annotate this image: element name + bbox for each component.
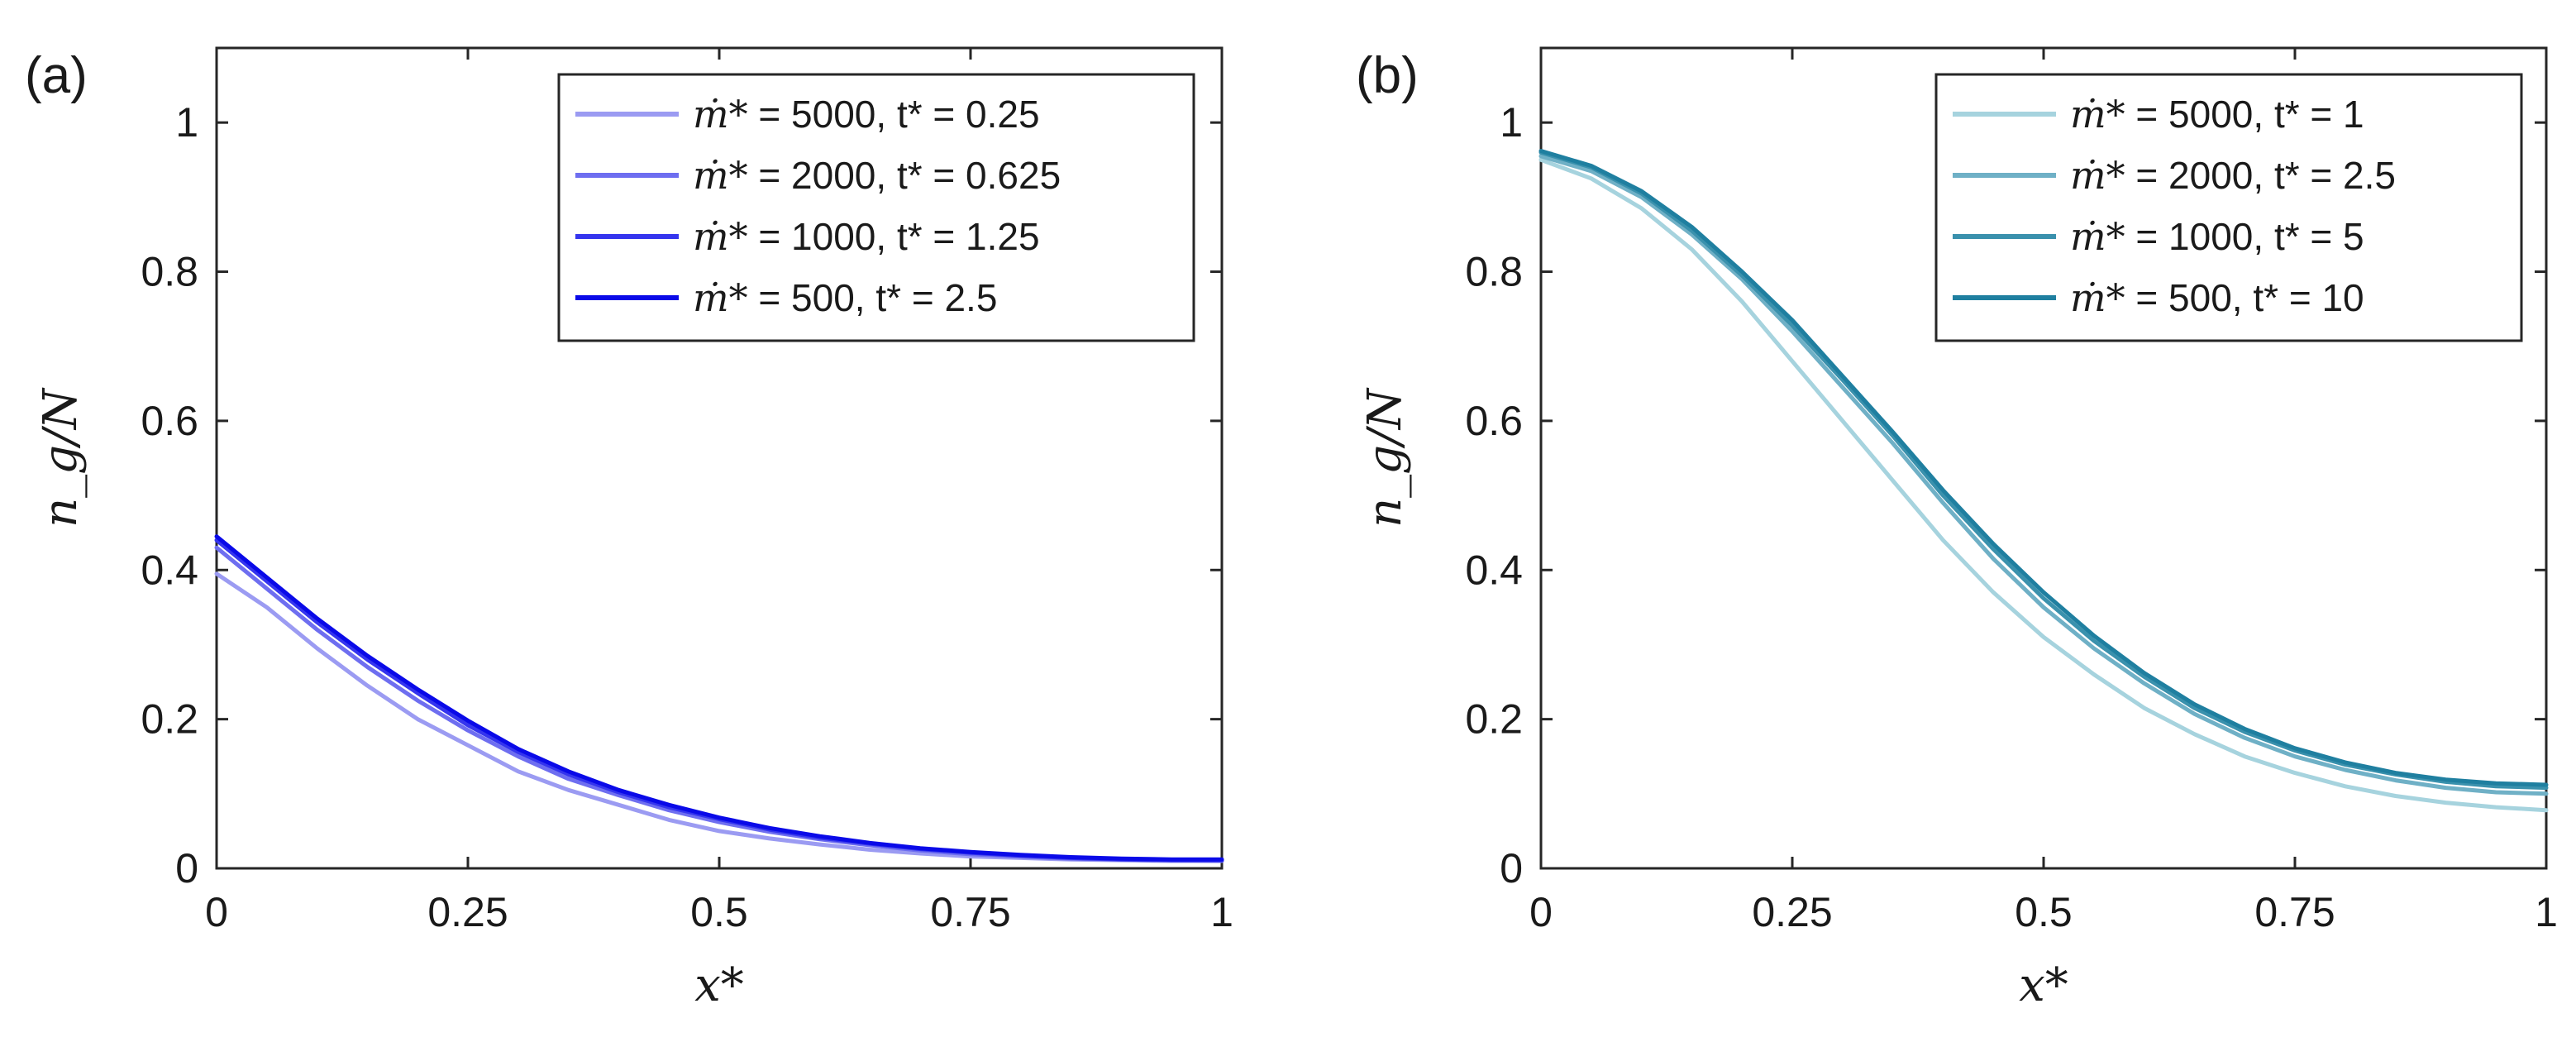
panel-label: (b)	[1356, 47, 1419, 104]
x-tick-label: 0.25	[1752, 889, 1832, 935]
y-axis-label: n_g/N	[1358, 387, 1412, 528]
y-tick-label: 0.6	[1465, 398, 1523, 444]
legend-entry-3: ṁ* = 1000, t* = 1.25	[693, 214, 1040, 259]
legend-entry-1: ṁ* = 5000, t* = 1	[2070, 92, 2364, 136]
x-axis-label: x*	[694, 958, 744, 1012]
legend-label: = 2000, t* = 2.5	[2125, 154, 2396, 197]
x-tick-label: 0	[1529, 889, 1553, 935]
legend-label: = 500, t* = 10	[2125, 276, 2364, 319]
legend-entry-2: ṁ* = 2000, t* = 0.625	[693, 153, 1061, 198]
y-tick-label: 0.8	[1465, 249, 1523, 295]
legend-label: = 2000, t* = 0.625	[748, 154, 1061, 197]
series-line-4	[1538, 149, 2549, 787]
series-line-2	[1538, 154, 2549, 796]
legend-entry-1: ṁ* = 5000, t* = 0.25	[693, 92, 1040, 136]
x-tick-label: 0.5	[690, 889, 748, 935]
x-tick-label: 0.75	[2254, 889, 2335, 935]
x-tick-label: 1	[2535, 889, 2558, 935]
legend-symbol: ṁ*	[2070, 214, 2125, 259]
series-line-1	[1538, 157, 2549, 813]
legend-symbol: ṁ*	[693, 92, 748, 136]
y-tick-label: 1	[1500, 99, 1523, 146]
y-tick-label: 0.4	[141, 547, 198, 593]
y-tick-label: 0.2	[141, 696, 198, 743]
legend-symbol: ṁ*	[693, 214, 748, 259]
chart-panel-a: 0 0.25 0.5 0.75 1 0 0.2 0.4 0.6 0.8 1 (a) x* n_g/N ṁ* …	[25, 46, 1233, 1012]
series-line-2	[214, 545, 1224, 863]
chart-panel-b: 0 0.25 0.5 0.75 1 0 0.2 0.4 0.6 0.8 1 (b) x* n_g/N ṁ* …	[1356, 46, 2558, 1012]
legend: ṁ* = 5000, t* = 0.25ṁ* = 2000, t* = 0.62…	[557, 73, 1195, 342]
series-line-3	[214, 538, 1224, 863]
x-axis-label: x*	[2019, 958, 2068, 1012]
legend-symbol: ṁ*	[693, 275, 748, 320]
y-tick-label: 0.4	[1465, 547, 1523, 593]
legend-entry-3: ṁ* = 1000, t* = 5	[2070, 214, 2364, 259]
series-line-4	[214, 534, 1224, 862]
x-tick-label: 1	[1210, 889, 1233, 935]
y-tick-label: 0	[175, 845, 198, 891]
x-tick-label: 0.25	[427, 889, 508, 935]
legend-label: = 1000, t* = 5	[2125, 215, 2364, 258]
y-tick-label: 0	[1500, 845, 1523, 891]
legend-label: = 5000, t* = 1	[2125, 93, 2364, 136]
x-tick-label: 0.75	[930, 889, 1010, 935]
panel-label: (a)	[25, 47, 88, 104]
y-tick-label: 0.8	[141, 249, 198, 295]
y-tick-label: 1	[175, 99, 198, 146]
legend-symbol: ṁ*	[693, 153, 748, 198]
legend: ṁ* = 5000, t* = 1ṁ* = 2000, t* = 2.5ṁ* =…	[1934, 73, 2523, 342]
legend-symbol: ṁ*	[2070, 153, 2125, 198]
legend-symbol: ṁ*	[2070, 275, 2125, 320]
legend-entry-4: ṁ* = 500, t* = 2.5	[693, 275, 997, 320]
y-axis-label: n_g/N	[34, 387, 88, 528]
legend-symbol: ṁ*	[2070, 92, 2125, 136]
legend-entry-2: ṁ* = 2000, t* = 2.5	[2070, 153, 2396, 198]
x-tick-label: 0.5	[2015, 889, 2073, 935]
y-tick-label: 0.6	[141, 398, 198, 444]
y-tick-label: 0.2	[1465, 696, 1523, 743]
legend-label: = 5000, t* = 0.25	[748, 93, 1040, 136]
legend-label: = 500, t* = 2.5	[748, 276, 998, 319]
legend-entry-4: ṁ* = 500, t* = 10	[2070, 275, 2364, 320]
x-tick-label: 0	[205, 889, 228, 935]
legend-label: = 1000, t* = 1.25	[748, 215, 1040, 258]
